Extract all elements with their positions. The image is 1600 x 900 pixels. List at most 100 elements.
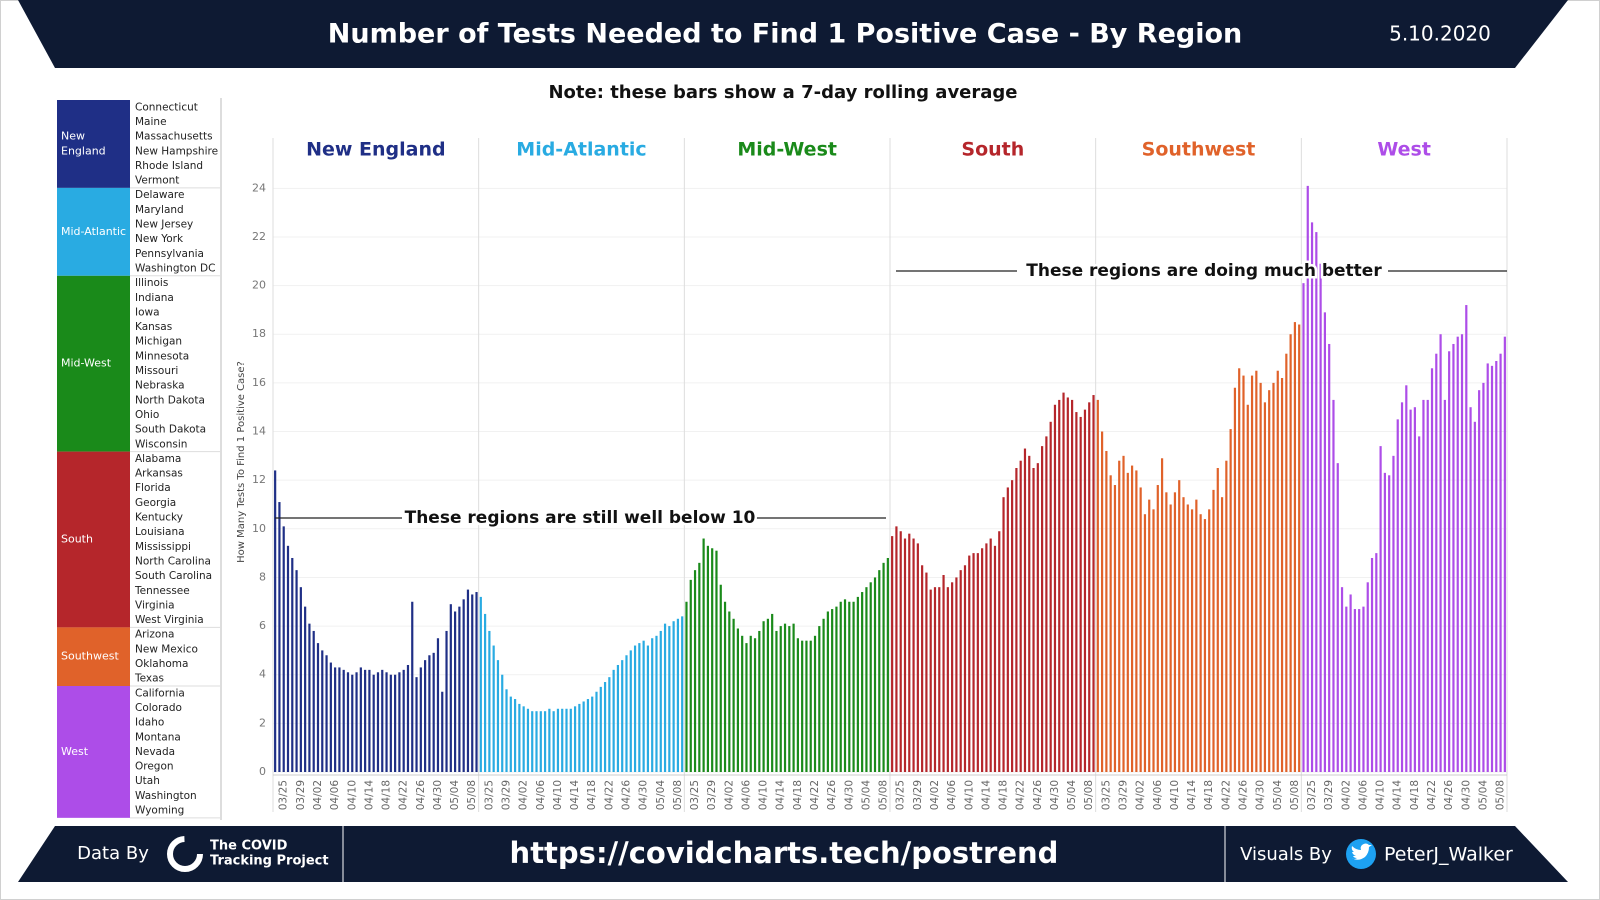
bar [595,691,598,772]
bar [299,587,302,772]
bar [449,604,452,772]
bar [925,572,928,772]
bar [274,470,277,772]
bar [779,626,782,772]
bar [1242,375,1245,772]
bar [1113,485,1117,772]
bar [1075,412,1078,772]
bar [633,645,637,772]
bar [1366,582,1369,772]
bar [548,708,551,772]
bar [839,601,842,772]
bar [376,672,380,772]
bar [1490,365,1494,772]
state-name: Ohio [135,409,159,421]
annotation: These regions are still well below 10 [405,508,756,528]
bar [445,630,448,772]
bar [728,611,731,772]
author[interactable]: PeterJ_Walker [1384,844,1513,866]
bar [509,696,512,772]
panel-title: Southwest [1142,139,1256,161]
state-name: Delaware [135,189,184,201]
x-tick-label: 04/14 [1392,780,1404,811]
url[interactable]: https://covidcharts.tech/postrend [510,836,1059,870]
bar [1409,409,1412,772]
x-tick-label: 04/02 [723,780,735,810]
bar [698,562,701,772]
state-name: Arizona [135,629,174,641]
state-name: North Dakota [135,394,205,406]
bar [1199,514,1202,772]
x-tick-label: 04/30 [1460,780,1472,810]
x-tick-label: 05/04 [449,780,461,811]
bar [1255,370,1258,772]
y-tick-label: 16 [252,376,266,389]
bar [389,674,392,772]
bar [1478,390,1481,772]
bar [556,708,560,772]
y-tick-label: 20 [252,279,266,292]
state-name: Virginia [135,599,175,611]
bar [1015,468,1018,772]
bar [771,613,774,772]
bar [1315,232,1318,772]
bar [792,623,795,772]
x-tick-label: 04/26 [620,780,632,811]
x-tick-label: 04/22 [1220,780,1232,810]
bar [985,543,988,772]
bar [325,655,328,772]
state-name: West Virginia [135,614,204,626]
y-tick-label: 0 [259,765,266,778]
y-tick-label: 22 [252,230,266,243]
state-name: Missouri [135,365,178,377]
bar [972,553,975,772]
state-name: Vermont [135,175,179,187]
bar [483,613,487,772]
bar [359,667,362,772]
y-tick-label: 10 [252,522,266,535]
x-tick-label: 04/06 [946,780,958,811]
bar [766,618,769,772]
bar [308,623,311,772]
bar [835,606,838,772]
bar [1152,509,1155,772]
bar [1049,421,1052,772]
bar [1370,557,1374,772]
region-name: Mid-West [61,357,112,370]
state-name: Wisconsin [135,438,187,450]
x-tick-label: 05/04 [1477,780,1489,811]
bar [625,655,628,772]
state-name: Oklahoma [135,658,188,670]
bar [1456,336,1459,772]
bar [1203,519,1207,772]
bar [466,589,470,772]
bar [1126,472,1129,772]
state-name: Arkansas [135,468,183,480]
bar [753,638,757,772]
bar [1182,497,1185,772]
bar [1310,222,1314,773]
bar [1019,460,1022,772]
y-tick-label: 14 [252,425,266,438]
bar [1379,446,1382,772]
bar [903,538,907,772]
state-name: Louisiana [135,526,185,538]
bar [364,669,367,772]
x-tick-label: 04/26 [1443,780,1455,811]
x-tick-label: 04/18 [792,780,804,810]
x-tick-label: 04/18 [1203,780,1215,810]
state-name: Utah [135,775,160,787]
bar [1088,402,1091,772]
bar [1460,334,1464,772]
x-tick-label: 04/06 [329,780,341,811]
bar [1345,606,1348,772]
bar [1482,382,1485,772]
bar [676,618,680,772]
x-tick-label: 03/25 [1100,780,1112,810]
bar [749,635,752,772]
bar [479,596,482,772]
annotation: These regions are doing much better [1026,261,1382,281]
bar [758,630,761,772]
bar [1036,463,1039,772]
